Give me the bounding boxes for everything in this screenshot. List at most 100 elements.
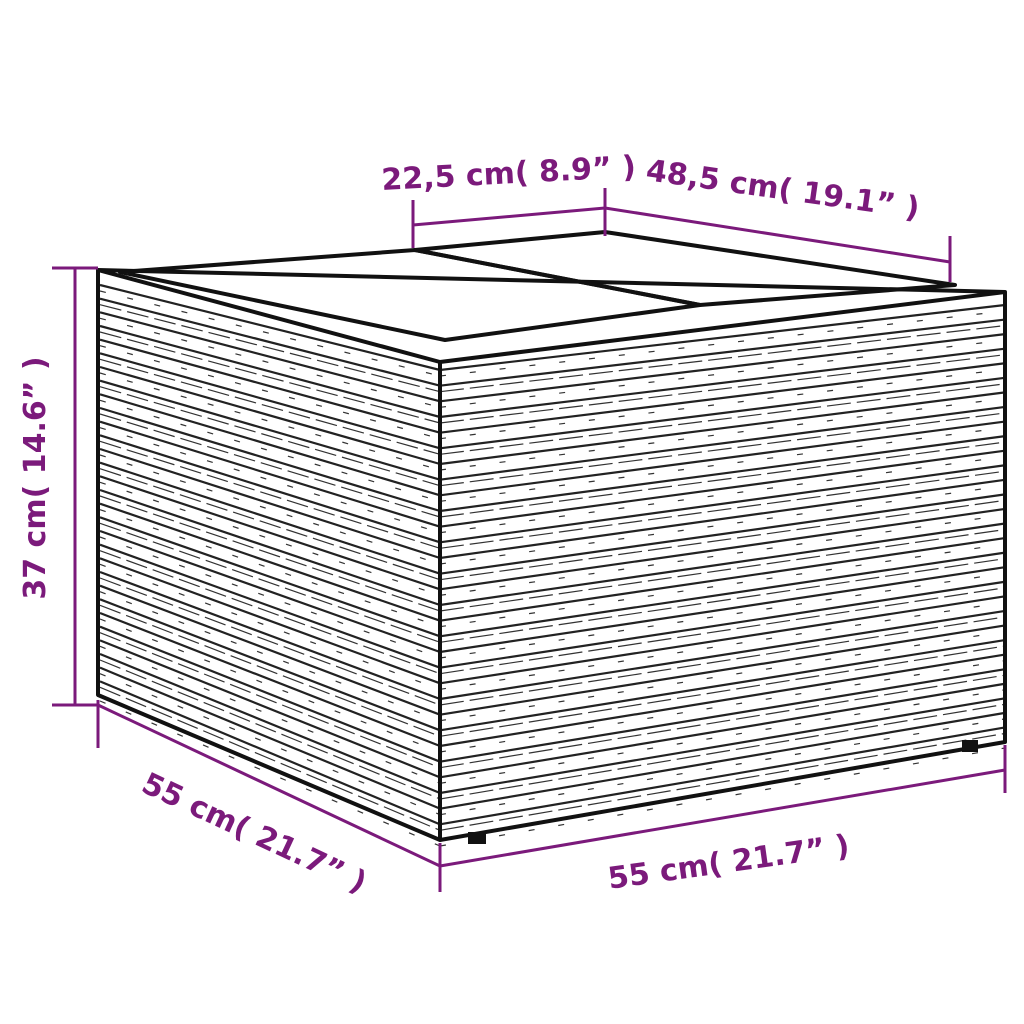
weave-strand — [99, 365, 441, 466]
wicker-storage-box — [96, 230, 1007, 847]
top-inner-panel-right — [413, 230, 957, 307]
weave-strand — [99, 447, 441, 560]
weave-strand — [99, 652, 441, 795]
dim-line-front-right — [439, 768, 1006, 868]
weave-strand — [99, 283, 441, 372]
weave-strand — [99, 680, 441, 826]
weave-strand — [99, 666, 441, 810]
weave-strand — [99, 427, 441, 534]
weave-strand — [439, 478, 1006, 560]
weave-strand — [439, 558, 1006, 643]
weave-strand — [439, 441, 1006, 518]
weave-strand — [439, 536, 1006, 622]
weave-strand — [439, 660, 1006, 753]
weave-strand — [99, 386, 441, 487]
weave-strand — [99, 399, 441, 502]
weave-strand — [439, 674, 1006, 769]
weave-strand — [439, 528, 1006, 612]
weave-strand — [439, 383, 1006, 455]
weave-strand — [99, 563, 441, 690]
weave-strand — [439, 522, 1006, 607]
weave-strand — [99, 570, 441, 701]
weave-strand — [99, 440, 441, 549]
weave-strand — [439, 682, 1006, 779]
weave-strand — [439, 347, 1006, 419]
weave-strand — [439, 310, 1006, 377]
weave-strand — [99, 393, 441, 497]
weave-strand — [439, 435, 1006, 513]
weave-strand — [99, 304, 441, 393]
weave-strand — [439, 587, 1006, 675]
weave-strand — [99, 686, 441, 831]
weave-strand — [99, 536, 441, 659]
weave-strand — [99, 639, 441, 779]
weave-strand — [439, 616, 1006, 706]
weave-strand — [99, 454, 441, 565]
dim-line-top-depth — [604, 206, 951, 264]
weave-strand — [99, 522, 441, 643]
weave-strand — [439, 711, 1006, 810]
weave-strand — [439, 426, 1006, 502]
weave-strand — [99, 345, 441, 440]
weave-strand — [99, 632, 441, 769]
weave-strand — [439, 551, 1006, 638]
wicker-weave-pattern — [99, 283, 1006, 847]
weave-strand — [439, 703, 1006, 800]
weave-strand — [439, 543, 1006, 628]
weave-strand — [439, 732, 1006, 831]
weave-strand — [439, 726, 1006, 826]
weave-strand — [439, 339, 1006, 408]
label-top-depth: 48,5 cm( 19.1” ) — [644, 153, 922, 226]
foot — [468, 832, 486, 844]
weave-strand — [439, 303, 1006, 372]
weave-strand — [439, 507, 1006, 591]
label-height: 37 cm( 14.6” ) — [18, 356, 53, 599]
weave-strand — [439, 595, 1006, 685]
weave-strand — [439, 493, 1006, 575]
weave-strand — [99, 290, 441, 377]
weave-strand — [99, 502, 441, 622]
weave-strand — [99, 598, 441, 732]
weave-strand — [439, 572, 1006, 659]
weave-strand — [99, 468, 441, 581]
weave-strand — [99, 379, 441, 481]
weave-strand — [99, 420, 441, 528]
weave-strand — [439, 318, 1006, 387]
weave-strand — [439, 391, 1006, 466]
weave-strand — [99, 625, 441, 763]
weave-strand — [439, 624, 1006, 716]
foot — [962, 740, 978, 752]
weave-strand — [439, 485, 1006, 565]
weave-strand — [439, 456, 1006, 534]
weave-strand — [99, 338, 441, 434]
weave-strand — [439, 354, 1006, 424]
box-outline — [96, 270, 1007, 842]
weave-strand — [99, 659, 441, 800]
weave-strand — [99, 604, 441, 737]
weave-strand — [99, 645, 441, 784]
weave-strand — [99, 324, 441, 419]
weave-strand — [99, 317, 441, 408]
weave-strand — [439, 405, 1006, 481]
weave-strand — [439, 514, 1006, 596]
weave-strand — [99, 557, 441, 685]
weave-strand — [99, 529, 441, 654]
weave-strand — [99, 577, 441, 706]
weave-strand — [99, 488, 441, 607]
weave-strand — [439, 333, 1006, 403]
weave-strand — [439, 324, 1006, 393]
weave-strand — [439, 412, 1006, 487]
weave-strand — [99, 352, 441, 450]
weave-strand — [99, 413, 441, 518]
weave-strand — [99, 331, 441, 424]
weave-strand — [439, 718, 1006, 816]
weave-strand — [99, 406, 441, 513]
dimension-lines — [52, 188, 1007, 892]
label-front-right: 55 cm( 21.7” ) — [606, 828, 852, 897]
weave-strand — [99, 481, 441, 596]
top-surface — [96, 268, 1007, 364]
weave-strand — [439, 566, 1006, 654]
weave-strand — [439, 449, 1006, 528]
weave-strand — [99, 311, 441, 403]
weave-strand — [99, 543, 441, 669]
